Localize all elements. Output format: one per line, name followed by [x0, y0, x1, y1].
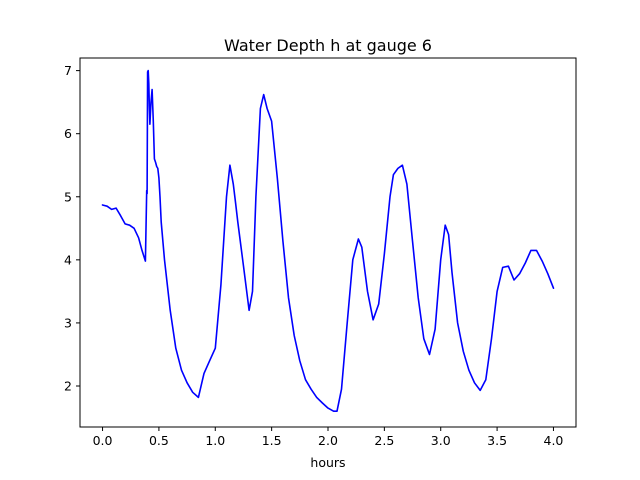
x-tick-label: 3.5: [487, 433, 507, 448]
series-layer: [101, 69, 555, 413]
y-axis-ticks: 2 3 4 5 6 7: [64, 63, 80, 394]
y-tick-label: 7: [64, 63, 72, 78]
y-tick-label: 6: [64, 126, 72, 141]
plot-area: [79, 57, 577, 428]
x-tick-label: 0.5: [149, 433, 169, 448]
x-tick-label: 2.5: [374, 433, 394, 448]
y-tick-label: 5: [64, 189, 72, 204]
x-tick-label: 1.0: [205, 433, 225, 448]
x-tick-label: 1.5: [262, 433, 282, 448]
y-tick-label: 3: [64, 315, 72, 330]
y-tick-label: 2: [64, 379, 72, 394]
x-tick-label: 0.0: [93, 433, 113, 448]
plot-frame: [79, 57, 577, 428]
x-tick-label: 2.0: [318, 433, 338, 448]
x-axis-label: hours: [310, 455, 345, 470]
x-axis-ticks: 0.0 0.5 1.0 1.5 2.0 2.5 3.0 3.5 4.0: [93, 427, 564, 448]
y-tick-label: 4: [64, 252, 72, 267]
chart-title: Water Depth h at gauge 6: [224, 36, 432, 55]
x-tick-label: 4.0: [544, 433, 564, 448]
x-tick-label: 3.0: [431, 433, 451, 448]
series-line-0: [101, 69, 555, 413]
